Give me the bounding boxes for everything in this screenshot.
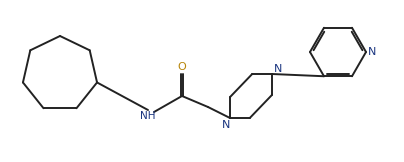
- Text: N: N: [368, 47, 376, 57]
- Text: O: O: [178, 62, 186, 72]
- Text: N: N: [274, 64, 282, 74]
- Text: NH: NH: [140, 111, 156, 121]
- Text: N: N: [222, 120, 230, 130]
